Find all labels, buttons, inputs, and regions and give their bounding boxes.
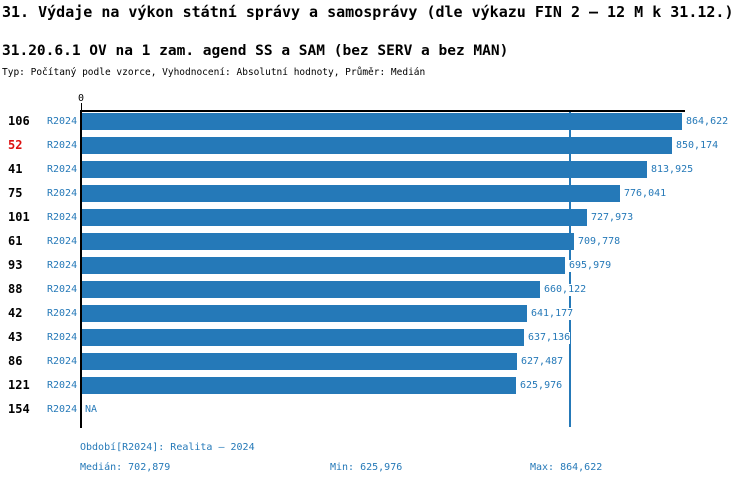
y-axis-line xyxy=(80,110,82,428)
row-id-label: 42 xyxy=(8,306,23,320)
row-period-label: R2024 xyxy=(47,140,78,151)
row-value-label: 695,979 xyxy=(569,260,612,272)
row-bar xyxy=(82,209,587,226)
row-value-label: 776,041 xyxy=(624,188,667,200)
row-value-label: 709,778 xyxy=(578,236,621,248)
row-bar xyxy=(82,305,527,322)
footer-max-label: Max: 864,622 xyxy=(530,462,603,473)
row-id-label: 43 xyxy=(8,330,23,344)
row-id-label: 101 xyxy=(8,210,30,224)
footer-median-label: Medián: 702,879 xyxy=(80,462,171,473)
row-id-label: 61 xyxy=(8,234,23,248)
row-id-label: 106 xyxy=(8,114,30,128)
row-id-label: 52 xyxy=(8,138,23,152)
row-period-label: R2024 xyxy=(47,188,78,199)
footer-period-line: Období[R2024]: Realita – 2024 xyxy=(80,442,255,453)
row-bar xyxy=(82,113,682,130)
row-bar xyxy=(82,185,620,202)
row-period-label: R2024 xyxy=(47,356,78,367)
row-bar xyxy=(82,353,517,370)
row-value-label: 850,174 xyxy=(676,140,719,152)
row-id-label: 75 xyxy=(8,186,23,200)
row-period-label: R2024 xyxy=(47,260,78,271)
row-value-label: 627,487 xyxy=(521,356,564,368)
row-id-label: 93 xyxy=(8,258,23,272)
x-axis-line xyxy=(80,110,685,112)
row-bar xyxy=(82,161,647,178)
row-value-label: 641,177 xyxy=(531,308,574,320)
row-period-label: R2024 xyxy=(47,164,78,175)
row-value-label: NA xyxy=(85,404,98,416)
row-bar xyxy=(82,281,540,298)
row-period-label: R2024 xyxy=(47,236,78,247)
row-period-label: R2024 xyxy=(47,116,78,127)
row-value-label: 813,925 xyxy=(651,164,694,176)
axis-zero-tick xyxy=(81,103,82,110)
row-value-label: 660,122 xyxy=(544,284,587,296)
meta-line: Typ: Počítaný podle vzorce, Vyhodnocení:… xyxy=(2,67,426,78)
row-bar xyxy=(82,137,672,154)
row-value-label: 625,976 xyxy=(520,380,563,392)
row-period-label: R2024 xyxy=(47,380,78,391)
row-id-label: 154 xyxy=(8,402,30,416)
report-title: 31. Výdaje na výkon státní správy a samo… xyxy=(2,3,734,21)
row-period-label: R2024 xyxy=(47,212,78,223)
row-id-label: 121 xyxy=(8,378,30,392)
row-value-label: 864,622 xyxy=(686,116,729,128)
row-id-label: 41 xyxy=(8,162,23,176)
row-id-label: 88 xyxy=(8,282,23,296)
row-period-label: R2024 xyxy=(47,332,78,343)
row-bar xyxy=(82,329,524,346)
row-period-label: R2024 xyxy=(47,308,78,319)
row-id-label: 86 xyxy=(8,354,23,368)
indicator-subtitle: 31.20.6.1 OV na 1 zam. agend SS a SAM (b… xyxy=(2,43,509,59)
row-value-label: 637,136 xyxy=(528,332,571,344)
footer-min-label: Min: 625,976 xyxy=(330,462,403,473)
row-period-label: R2024 xyxy=(47,404,78,415)
row-bar xyxy=(82,377,516,394)
axis-zero-label: 0 xyxy=(77,93,85,104)
row-bar xyxy=(82,233,574,250)
row-bar xyxy=(82,257,565,274)
row-value-label: 727,973 xyxy=(591,212,634,224)
row-period-label: R2024 xyxy=(47,284,78,295)
